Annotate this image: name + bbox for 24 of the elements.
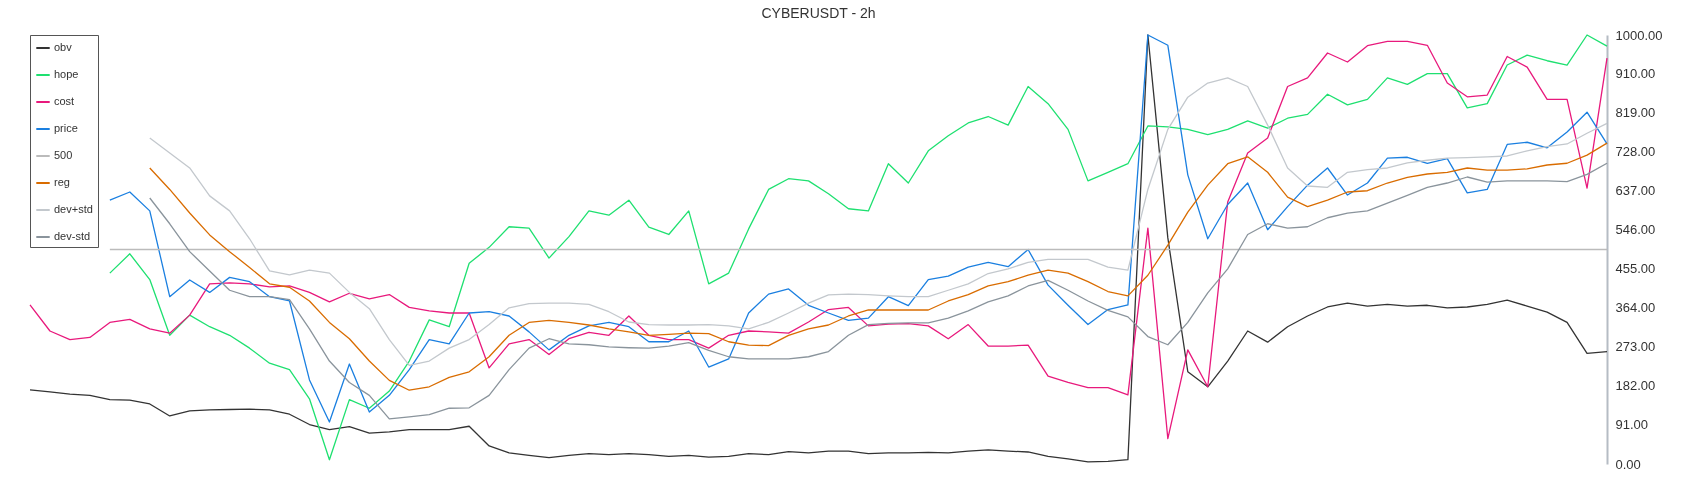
y-tick-label: 0.00 (1615, 456, 1641, 472)
legend-label: obv (54, 41, 73, 53)
legend-label: dev+std (54, 203, 93, 215)
legend-label: dev-std (54, 230, 91, 242)
legend-label: 500 (54, 149, 73, 161)
y-tick-label: 637.00 (1615, 183, 1656, 199)
y-tick-label: 182.00 (1615, 378, 1656, 394)
y-tick-label: 91.00 (1615, 417, 1649, 433)
y-tick-label: 455.00 (1615, 261, 1656, 277)
legend-label: reg (54, 176, 70, 188)
y-tick-label: 1000.00 (1615, 27, 1663, 43)
y-tick-label: 728.00 (1615, 144, 1656, 160)
chart-title: CYBERUSDT - 2h (761, 5, 876, 21)
y-tick-label: 910.00 (1615, 66, 1656, 82)
line-series (149, 77, 1608, 366)
y-tick-label: 273.00 (1615, 339, 1656, 355)
legend-label: hope (54, 68, 79, 80)
y-tick-label: 364.00 (1615, 300, 1656, 316)
y-tick-label: 546.00 (1615, 222, 1656, 238)
legend-label: price (54, 122, 78, 134)
legend-label: cost (54, 95, 75, 107)
line-series (149, 142, 1608, 391)
y-tick-label: 819.00 (1615, 105, 1656, 121)
line-series (149, 162, 1608, 420)
